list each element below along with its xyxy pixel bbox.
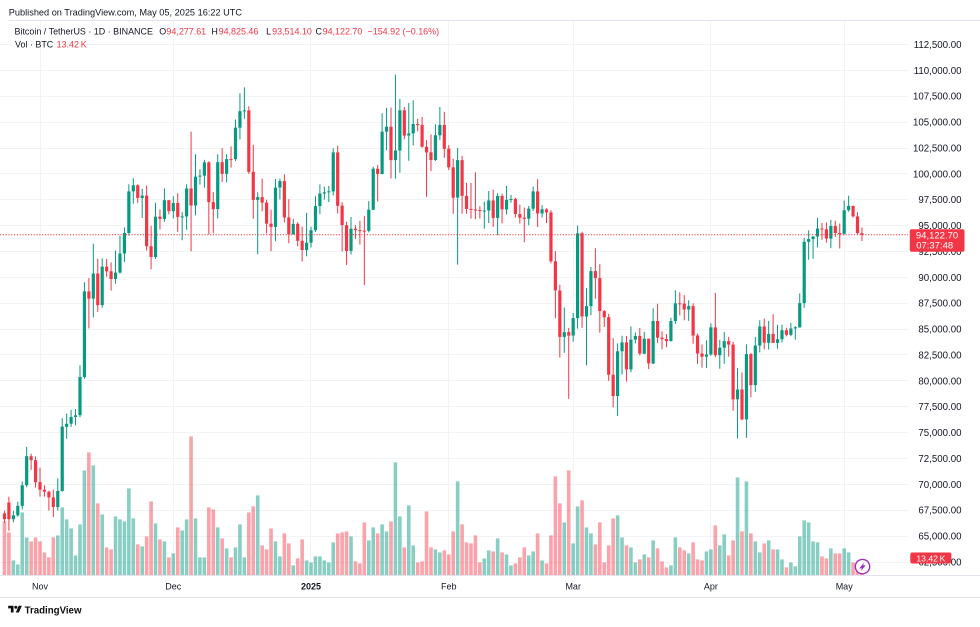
svg-text:TradingView: TradingView bbox=[25, 606, 82, 617]
svg-text:May: May bbox=[836, 582, 854, 592]
svg-text:77,500.00: 77,500.00 bbox=[918, 402, 962, 413]
svg-text:Apr: Apr bbox=[704, 582, 718, 592]
svg-text:75,000.00: 75,000.00 bbox=[918, 428, 962, 439]
svg-text:87,500.00: 87,500.00 bbox=[918, 299, 962, 310]
svg-text:Nov: Nov bbox=[32, 582, 49, 592]
svg-text:2025: 2025 bbox=[301, 582, 321, 592]
svg-text:102,500.00: 102,500.00 bbox=[913, 143, 962, 154]
svg-text:112,500.00: 112,500.00 bbox=[914, 40, 962, 51]
svg-text:107,500.00: 107,500.00 bbox=[913, 92, 962, 103]
svg-text:94,122.70: 94,122.70 bbox=[916, 231, 958, 242]
svg-text:100,000.00: 100,000.00 bbox=[913, 169, 962, 180]
svg-text:Mar: Mar bbox=[565, 582, 581, 592]
svg-text:07:37:48: 07:37:48 bbox=[916, 241, 953, 252]
svg-text:82,500.00: 82,500.00 bbox=[918, 350, 962, 361]
svg-text:Published on TradingView.com,: Published on TradingView.com, May 05, 20… bbox=[9, 8, 243, 18]
svg-text:95,000.00: 95,000.00 bbox=[918, 221, 962, 232]
svg-text:Feb: Feb bbox=[441, 582, 457, 592]
svg-text:97,500.00: 97,500.00 bbox=[918, 195, 962, 206]
svg-text:92,500.00: 92,500.00 bbox=[918, 247, 962, 258]
svg-text:Dec: Dec bbox=[165, 582, 182, 592]
svg-text:13.42 K: 13.42 K bbox=[916, 553, 945, 563]
svg-text:110,000.00: 110,000.00 bbox=[914, 66, 962, 77]
svg-text:Bitcoin / TetherUS · 1D · BINA: Bitcoin / TetherUS · 1D · BINANCE O94,277… bbox=[15, 27, 440, 37]
svg-text:65,000.00: 65,000.00 bbox=[918, 532, 962, 543]
svg-text:80,000.00: 80,000.00 bbox=[918, 376, 962, 387]
svg-text:85,000.00: 85,000.00 bbox=[918, 325, 962, 336]
svg-text:67,500.00: 67,500.00 bbox=[918, 506, 962, 517]
svg-text:90,000.00: 90,000.00 bbox=[918, 273, 962, 284]
svg-text:72,500.00: 72,500.00 bbox=[918, 454, 962, 465]
svg-text:70,000.00: 70,000.00 bbox=[918, 480, 962, 491]
svg-text:105,000.00: 105,000.00 bbox=[913, 118, 962, 129]
